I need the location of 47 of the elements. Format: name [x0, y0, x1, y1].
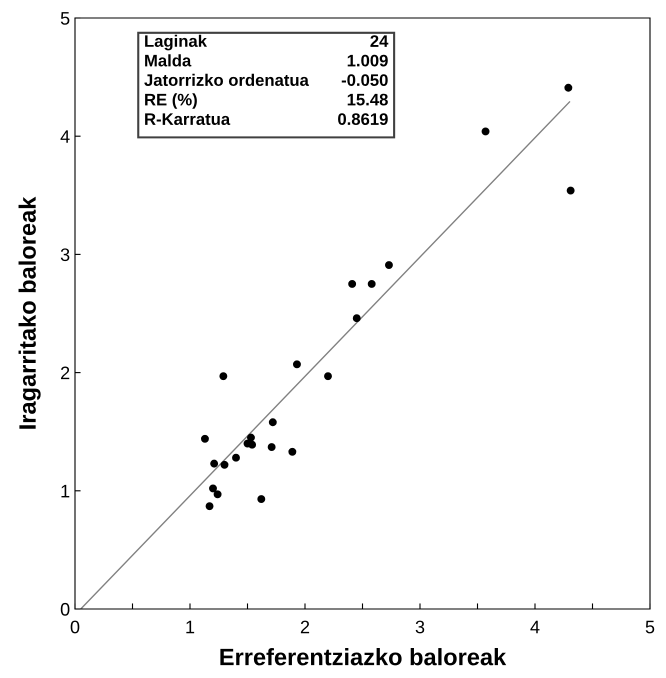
- annotation: -0.050: [342, 74, 388, 86]
- point: [566, 186, 575, 195]
- annotation: Malda: [145, 54, 192, 67]
- x-tick-label: 5: [646, 620, 654, 634]
- y-tick-label: 1: [61, 484, 70, 498]
- point: [210, 460, 218, 468]
- point: [385, 261, 393, 269]
- point: [248, 440, 256, 449]
- y-tick-label: 2: [61, 366, 70, 380]
- point: [348, 280, 356, 288]
- x-tick-label: 1: [186, 620, 194, 634]
- y-tick-label: 3: [60, 248, 70, 262]
- point: [257, 495, 266, 504]
- point: [368, 280, 376, 288]
- point: [324, 372, 332, 380]
- x-tick-label: 0: [70, 620, 80, 634]
- annotation: 1.009: [348, 54, 388, 67]
- point: [214, 490, 222, 498]
- point: [293, 360, 301, 368]
- annotation: R-Karratua: [145, 113, 230, 126]
- point: [219, 372, 228, 380]
- annotation: Laginak: [145, 34, 207, 50]
- point: [268, 443, 276, 452]
- point: [206, 502, 214, 510]
- annotation: Jatorrizko ordenatua: [144, 74, 309, 86]
- annotation: 15.48: [348, 94, 388, 106]
- point: [564, 84, 572, 92]
- point: [209, 484, 217, 492]
- point: [482, 128, 490, 136]
- point: [232, 454, 240, 462]
- point: [352, 314, 361, 322]
- point: [268, 418, 277, 426]
- annotation: 24: [370, 35, 388, 47]
- point: [220, 460, 228, 469]
- annotation: 0.8619: [338, 113, 388, 126]
- x-tick-label: 4: [530, 620, 540, 634]
- y-tick-label: 0: [60, 602, 70, 616]
- x-tick-label: 3: [416, 620, 424, 634]
- annotation: RE (%): [145, 93, 197, 109]
- x-axis-title: Erreferentziazko baloreak: [220, 648, 506, 666]
- point: [201, 434, 209, 443]
- y-tick-label: 4: [60, 130, 70, 143]
- x-tick-label: 2: [300, 620, 310, 634]
- y-tick-label: 5: [60, 12, 70, 25]
- y-axis-title: Iragarritako baloreak: [18, 196, 41, 429]
- point: [288, 448, 296, 456]
- point: [247, 434, 255, 442]
